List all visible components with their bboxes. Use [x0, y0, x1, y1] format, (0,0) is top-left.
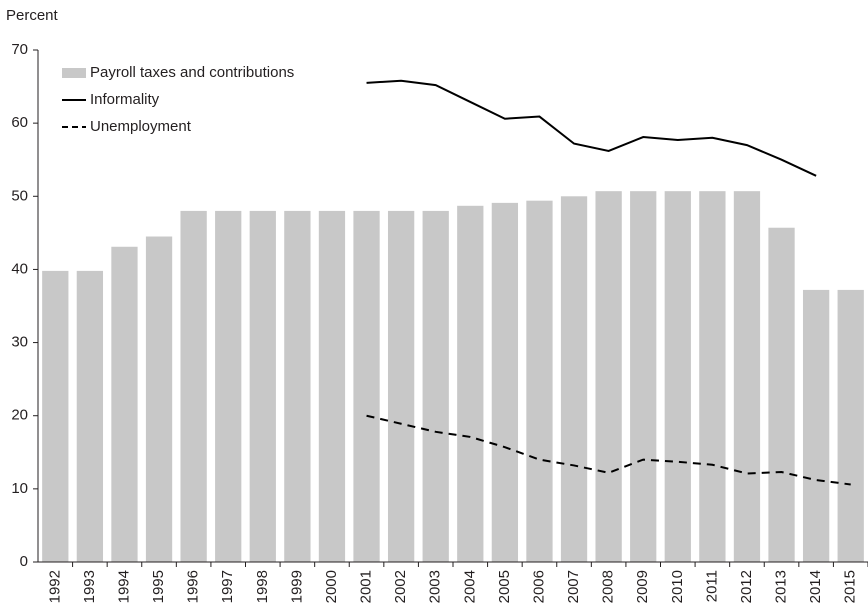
x-tick-label: 2011 [703, 570, 720, 602]
bar [491, 202, 519, 562]
legend-label: Unemployment [90, 118, 192, 135]
x-tick-label: 2007 [565, 570, 582, 603]
bar [664, 191, 691, 562]
bar [422, 210, 449, 562]
x-tick-label: 2009 [634, 570, 651, 603]
y-tick-label: 30 [11, 334, 28, 351]
y-tick-label: 60 [11, 114, 28, 131]
bar [457, 205, 484, 562]
legend-swatch [62, 68, 86, 78]
bar [802, 289, 830, 562]
bar [630, 191, 657, 562]
bar [768, 227, 795, 563]
x-tick-label: 2012 [738, 570, 755, 603]
x-tick-label: 1998 [254, 570, 271, 603]
x-tick-label: 1995 [150, 570, 167, 603]
y-tick-label: 50 [11, 187, 28, 204]
bar [284, 210, 311, 562]
x-tick-label: 2008 [600, 570, 617, 603]
y-tick-label: 0 [20, 553, 28, 570]
x-tick-label: 2014 [807, 570, 824, 603]
y-tick-label: 40 [11, 260, 28, 277]
x-tick-label: 2000 [323, 570, 340, 603]
bar [249, 210, 276, 562]
x-tick-label: 2004 [461, 570, 478, 603]
x-tick-label: 1992 [46, 570, 63, 603]
x-tick-label: 1999 [288, 570, 305, 603]
x-tick-label: 2015 [842, 570, 859, 603]
x-tick-label: 2006 [530, 570, 547, 603]
line [366, 79, 817, 177]
x-tick-label: 2010 [669, 570, 686, 603]
bar [353, 210, 380, 562]
x-tick-label: 1997 [219, 570, 236, 603]
bar [387, 210, 415, 562]
x-tick-label: 2002 [392, 570, 409, 603]
x-tick-label: 2001 [358, 570, 375, 603]
legend-label: Payroll taxes and contributions [90, 64, 294, 81]
legend-label: Informality [90, 91, 160, 108]
bar [733, 191, 761, 562]
y-tick-label: 20 [11, 407, 28, 424]
x-tick-label: 1993 [81, 570, 98, 603]
bar [145, 236, 173, 562]
bar [837, 289, 864, 562]
bar [42, 270, 69, 562]
x-tick-label: 2005 [496, 570, 513, 603]
bar [318, 210, 346, 562]
bar [215, 210, 242, 562]
bar [595, 191, 622, 562]
bar [180, 210, 207, 562]
y-tick-label: 70 [11, 41, 28, 58]
x-tick-label: 1996 [185, 570, 202, 603]
bar [560, 196, 588, 563]
bar [76, 270, 104, 562]
x-tick-label: 2003 [427, 570, 444, 603]
y-tick-label: 10 [11, 480, 28, 497]
y-axis-label: Percent [6, 7, 59, 24]
x-tick-label: 1994 [115, 570, 132, 603]
bar [699, 191, 726, 562]
bar [526, 200, 553, 562]
x-tick-label: 2013 [773, 570, 790, 603]
bar [111, 246, 138, 563]
